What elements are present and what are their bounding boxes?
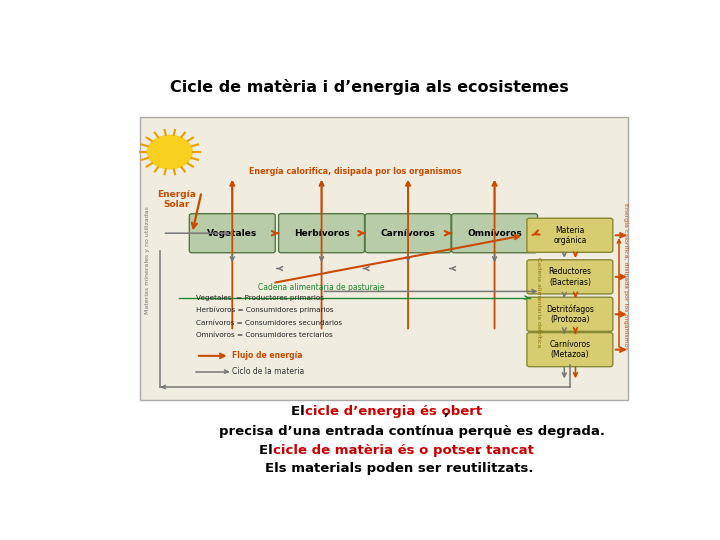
Text: Materia
orgánica: Materia orgánica bbox=[553, 226, 587, 245]
Text: Carnívoros
(Metazoa): Carnívoros (Metazoa) bbox=[549, 340, 590, 359]
FancyBboxPatch shape bbox=[365, 214, 451, 253]
Text: El: El bbox=[258, 444, 277, 457]
Text: Cadena alimentaria de pasturaje: Cadena alimentaria de pasturaje bbox=[258, 283, 384, 292]
Text: Ciclo de la materia: Ciclo de la materia bbox=[233, 367, 305, 376]
Text: Flujo de energía: Flujo de energía bbox=[233, 352, 303, 360]
Text: cicle de matèria és o potser tancat: cicle de matèria és o potser tancat bbox=[273, 444, 534, 457]
FancyBboxPatch shape bbox=[189, 214, 275, 253]
Text: Reductores
(Bacterias): Reductores (Bacterias) bbox=[549, 267, 591, 287]
Text: Cadena alimentaria detrítica: Cadena alimentaria detrítica bbox=[536, 256, 541, 347]
Text: Cicle de matèria i d’energia als ecosistemes: Cicle de matèria i d’energia als ecosist… bbox=[170, 79, 568, 96]
Text: Vegetales  = Productores primarios: Vegetales = Productores primarios bbox=[196, 295, 324, 301]
FancyBboxPatch shape bbox=[527, 333, 613, 367]
Text: Els materials poden ser reutilitzats.: Els materials poden ser reutilitzats. bbox=[265, 462, 534, 475]
Text: ,: , bbox=[443, 406, 448, 419]
Text: Omnívoros: Omnívoros bbox=[467, 229, 522, 238]
Text: cicle d’energia és obert: cicle d’energia és obert bbox=[305, 406, 482, 419]
Text: El: El bbox=[292, 406, 310, 419]
Text: Materias minerales y no utilizadas: Materias minerales y no utilizadas bbox=[145, 206, 150, 314]
Text: .: . bbox=[475, 444, 480, 457]
Text: Detritófagos
(Protozoa): Detritófagos (Protozoa) bbox=[546, 305, 594, 324]
FancyBboxPatch shape bbox=[527, 260, 613, 294]
Text: Energía calorífica, disipada por los organismos: Energía calorífica, disipada por los org… bbox=[623, 204, 629, 350]
Text: Herbívoros: Herbívoros bbox=[294, 229, 349, 238]
Text: Omnívoros = Consumidores terciarios: Omnívoros = Consumidores terciarios bbox=[196, 332, 333, 338]
Text: Carnívoros: Carnívoros bbox=[381, 229, 436, 238]
Text: Vegetales: Vegetales bbox=[207, 229, 258, 238]
FancyBboxPatch shape bbox=[279, 214, 364, 253]
FancyBboxPatch shape bbox=[527, 218, 613, 252]
Text: Energía calorifica, disipada por los organismos: Energía calorifica, disipada por los org… bbox=[249, 167, 462, 176]
Text: precisa d’una entrada contínua perquè es degrada.: precisa d’una entrada contínua perquè es… bbox=[220, 425, 606, 438]
Text: Carnívoros = Consumidores secundarios: Carnívoros = Consumidores secundarios bbox=[196, 320, 342, 326]
FancyBboxPatch shape bbox=[527, 297, 613, 332]
Text: Herbívoros = Consumidores primarios: Herbívoros = Consumidores primarios bbox=[196, 307, 333, 313]
Text: Energía
Solar: Energía Solar bbox=[157, 190, 196, 209]
FancyBboxPatch shape bbox=[451, 214, 538, 253]
Circle shape bbox=[148, 136, 192, 168]
FancyBboxPatch shape bbox=[140, 117, 629, 400]
